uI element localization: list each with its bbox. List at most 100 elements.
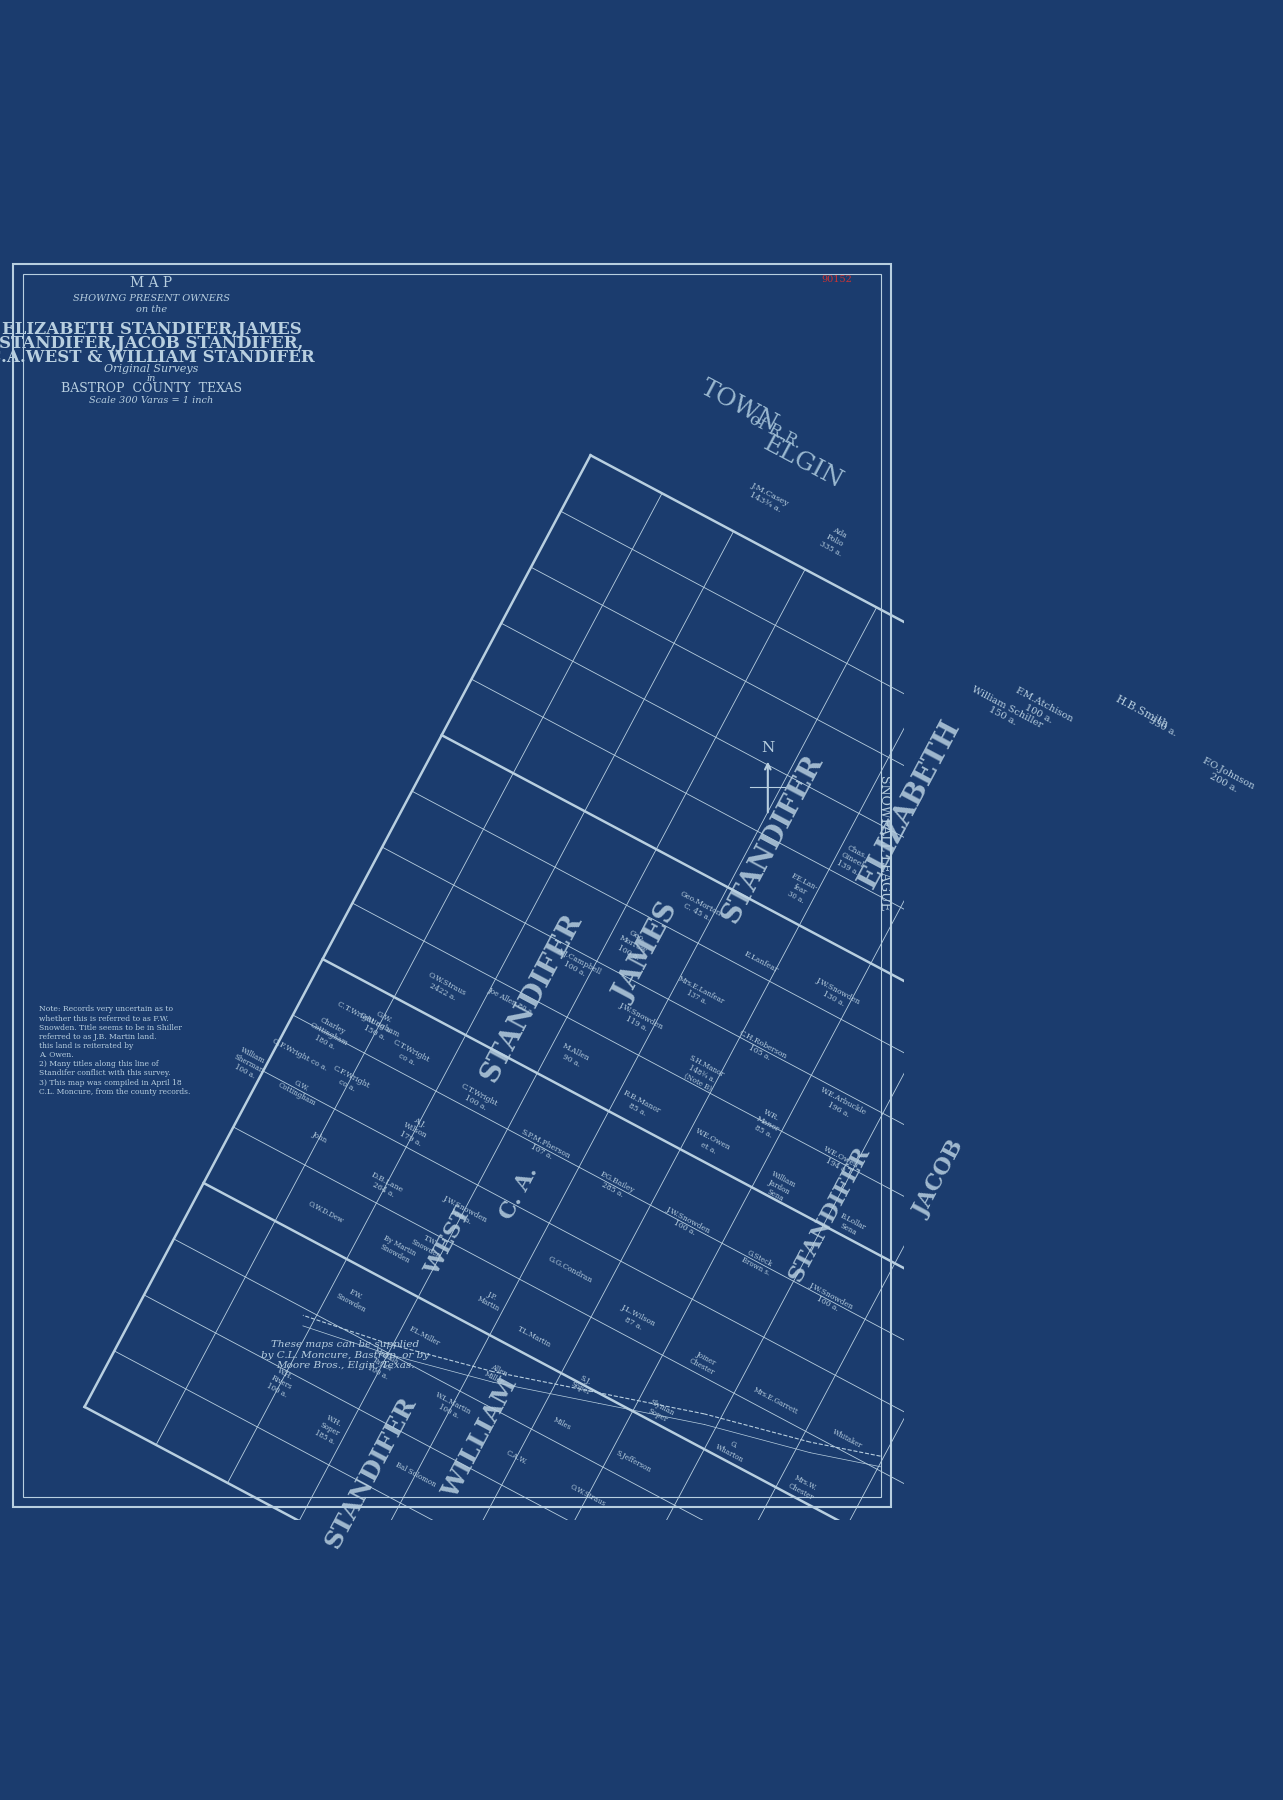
Text: ELIZABETH: ELIZABETH [853, 716, 965, 893]
Text: O.W.D.Dew: O.W.D.Dew [307, 1199, 345, 1224]
Text: C.F.Wright
co a.: C.F.Wright co a. [327, 1064, 372, 1098]
Text: 330 a.: 330 a. [1147, 715, 1179, 738]
Text: C.T.Wright
100 a.: C.T.Wright 100 a. [455, 1082, 499, 1116]
Text: 3) This map was compiled in April 18: 3) This map was compiled in April 18 [38, 1078, 181, 1087]
Text: Joiner
Chester: Joiner Chester [688, 1348, 721, 1377]
Text: J.W.Snowden
100 a.: J.W.Snowden 100 a. [438, 1193, 489, 1233]
Text: Mrs.E.Lanfear
137 a.: Mrs.E.Lanfear 137 a. [672, 974, 725, 1013]
Text: F.E.Lan-
fear
30 a.: F.E.Lan- fear 30 a. [781, 871, 819, 909]
Text: 2) Many titles along this line of: 2) Many titles along this line of [38, 1060, 158, 1069]
Text: O.W.Straus
2422 a.: O.W.Straus 2422 a. [422, 970, 467, 1006]
Text: W.L.Martin
100 a.: W.L.Martin 100 a. [430, 1391, 472, 1426]
Text: S.Jefferson: S.Jefferson [615, 1449, 653, 1474]
Text: J.P.
Martin: J.P. Martin [476, 1287, 506, 1312]
Text: Geo.Morton
C. 45 a.: Geo.Morton C. 45 a. [675, 889, 722, 925]
Text: P.G.Bailey
285 a.: P.G.Bailey 285 a. [594, 1170, 635, 1202]
Text: D.B.Lane
264 a.: D.B.Lane 264 a. [366, 1170, 405, 1202]
Text: C.H.Roberson
105 a.: C.H.Roberson 105 a. [734, 1028, 789, 1069]
Text: Scale 300 Varas = 1 inch: Scale 300 Varas = 1 inch [90, 396, 213, 405]
Text: M.Allen
90 a.: M.Allen 90 a. [557, 1042, 590, 1071]
Text: John: John [310, 1130, 328, 1145]
Text: F.L.Miller: F.L.Miller [408, 1325, 441, 1348]
Text: A.J.Campbell
100 a.: A.J.Campbell 100 a. [550, 945, 602, 985]
Text: Chas.
Gineel
139 a.: Chas. Gineel 139 a. [835, 842, 870, 878]
Text: M A P: M A P [131, 277, 172, 290]
Text: SHOWING PRESENT OWNERS: SHOWING PRESENT OWNERS [73, 295, 230, 304]
Text: J.M.Casey
143¾ a.: J.M.Casey 143¾ a. [745, 481, 790, 515]
Text: S.H.Manor
148¾ a.
(Note B): S.H.Manor 148¾ a. (Note B) [679, 1053, 725, 1094]
Text: ELGIN: ELGIN [760, 432, 847, 493]
Text: G.Steck
Brown s.: G.Steck Brown s. [740, 1247, 776, 1278]
Text: Slyman
Soper: Slyman Soper [644, 1397, 676, 1426]
Text: William
Jardon
Sena: William Jardon Sena [761, 1170, 797, 1206]
Text: of R.R.: of R.R. [745, 410, 804, 452]
Text: in: in [146, 374, 157, 383]
Text: whether this is referred to as F.W.: whether this is referred to as F.W. [38, 1015, 168, 1022]
Text: C.T.Wright co a.: C.T.Wright co a. [336, 999, 394, 1035]
Text: O.W.Straus: O.W.Straus [568, 1483, 607, 1508]
Text: Joe Allen 80 a.: Joe Allen 80 a. [486, 986, 535, 1017]
Text: William
Sherman
100 a.: William Sherman 100 a. [228, 1044, 269, 1082]
Text: Snowden. Title seems to be in Shiller: Snowden. Title seems to be in Shiller [38, 1024, 182, 1031]
Text: W.E.Arbuckle
196 a.: W.E.Arbuckle 196 a. [815, 1085, 867, 1125]
Text: STANDIFER,JACOB STANDIFER,: STANDIFER,JACOB STANDIFER, [0, 335, 304, 351]
Text: Standifer conflict with this survey.: Standifer conflict with this survey. [38, 1069, 171, 1078]
Text: H.B.Smith: H.B.Smith [1114, 695, 1170, 731]
Text: J.W.Snowden
100 a.: J.W.Snowden 100 a. [803, 1282, 854, 1319]
Text: Geo.
Morrow
100 a.: Geo. Morrow 100 a. [613, 925, 653, 963]
Text: BASTROP  COUNTY  TEXAS: BASTROP COUNTY TEXAS [62, 382, 242, 396]
Text: Mahala
Taylor
100 a.: Mahala Taylor 100 a. [364, 1346, 400, 1382]
Text: by C.L. Moncure, Bastrop, or by: by C.L. Moncure, Bastrop, or by [262, 1350, 430, 1359]
Text: J.L.Wilson
87 a.: J.L.Wilson 87 a. [615, 1303, 657, 1336]
Text: R.B.Manor
85 a.: R.B.Manor 85 a. [617, 1089, 661, 1123]
Text: G.W.
Cottingham
150 a.: G.W. Cottingham 150 a. [353, 1003, 405, 1048]
Text: G.G.Condran: G.G.Condran [547, 1255, 594, 1285]
Text: W.H.
Soper
185 a.: W.H. Soper 185 a. [313, 1413, 345, 1445]
Text: F.O.Johnson
200 a.: F.O.Johnson 200 a. [1196, 756, 1256, 801]
Text: WILLIAM: WILLIAM [439, 1373, 522, 1503]
Text: SNOWFALL LEAGUE: SNOWFALL LEAGUE [878, 776, 890, 911]
Text: STANDIFER: STANDIFER [321, 1393, 421, 1553]
Text: W.H.
Rivers
100 a.: W.H. Rivers 100 a. [266, 1364, 298, 1399]
Text: By Martin
Snowden: By Martin Snowden [377, 1235, 417, 1265]
Text: Allen
Miller: Allen Miller [482, 1363, 509, 1388]
Text: C.A.WEST & WILLIAM STANDIFER: C.A.WEST & WILLIAM STANDIFER [0, 349, 314, 365]
Text: STANDIFER: STANDIFER [476, 909, 588, 1087]
Text: F.W.
Snowden: F.W. Snowden [335, 1283, 372, 1314]
Text: A.J.
Wilson
179 a.: A.J. Wilson 179 a. [398, 1112, 432, 1148]
Text: N: N [761, 742, 775, 756]
Text: C.L. Moncure, from the county records.: C.L. Moncure, from the county records. [38, 1087, 190, 1096]
Text: J.W.Snowden
119 a.: J.W.Snowden 119 a. [613, 1001, 665, 1039]
Text: These maps can be supplied: These maps can be supplied [271, 1339, 420, 1348]
Text: T.L.Martin: T.L.Martin [516, 1325, 553, 1350]
Text: C. A.: C. A. [497, 1163, 543, 1224]
Text: Moore Bros., Elgin, Texas.: Moore Bros., Elgin, Texas. [276, 1361, 414, 1370]
Text: E.Lanfear: E.Lanfear [743, 950, 780, 976]
Text: C.A.W.: C.A.W. [504, 1449, 529, 1465]
Text: Original Surveys: Original Surveys [104, 364, 199, 374]
Text: C.F.Wright co a.: C.F.Wright co a. [271, 1037, 328, 1073]
Text: W.R.
Manor
85 a.: W.R. Manor 85 a. [751, 1107, 784, 1141]
Text: S.J.
Soper: S.J. Soper [570, 1372, 597, 1397]
Text: TOWN: TOWN [697, 376, 783, 437]
Text: STANDIFER: STANDIFER [784, 1143, 874, 1285]
Text: Bal Solomon: Bal Solomon [394, 1462, 436, 1489]
Text: F.M.Atchison
100 a.: F.M.Atchison 100 a. [1008, 686, 1074, 733]
Text: on the: on the [136, 304, 167, 313]
Text: JACOB: JACOB [910, 1138, 969, 1222]
Text: Miles: Miles [552, 1415, 572, 1431]
Text: J.W.Snowden
100 a.: J.W.Snowden 100 a. [661, 1204, 712, 1244]
Text: Mrs.W.
Chester: Mrs.W. Chester [786, 1474, 820, 1501]
Text: G.W.
Cottingham: G.W. Cottingham [276, 1073, 321, 1107]
Text: W.E.Owen
194 a.: W.E.Owen 194 a. [817, 1145, 860, 1179]
Text: this land is reiterated by: this land is reiterated by [38, 1042, 133, 1049]
Text: WEST: WEST [421, 1202, 475, 1280]
Text: S.P.M.Pherson
107 a.: S.P.M.Pherson 107 a. [514, 1129, 571, 1168]
Text: referred to as J.B. Martin land.: referred to as J.B. Martin land. [38, 1033, 157, 1040]
Text: JAMES: JAMES [611, 898, 684, 1006]
Text: 90152: 90152 [821, 275, 852, 284]
Text: Mrs.E.Garrett: Mrs.E.Garrett [752, 1386, 799, 1417]
Text: William Schiller
150 a.: William Schiller 150 a. [965, 684, 1044, 738]
Text: A. Owen.: A. Owen. [38, 1051, 73, 1058]
Text: Charley
Cottingham
180 a.: Charley Cottingham 180 a. [304, 1013, 353, 1055]
